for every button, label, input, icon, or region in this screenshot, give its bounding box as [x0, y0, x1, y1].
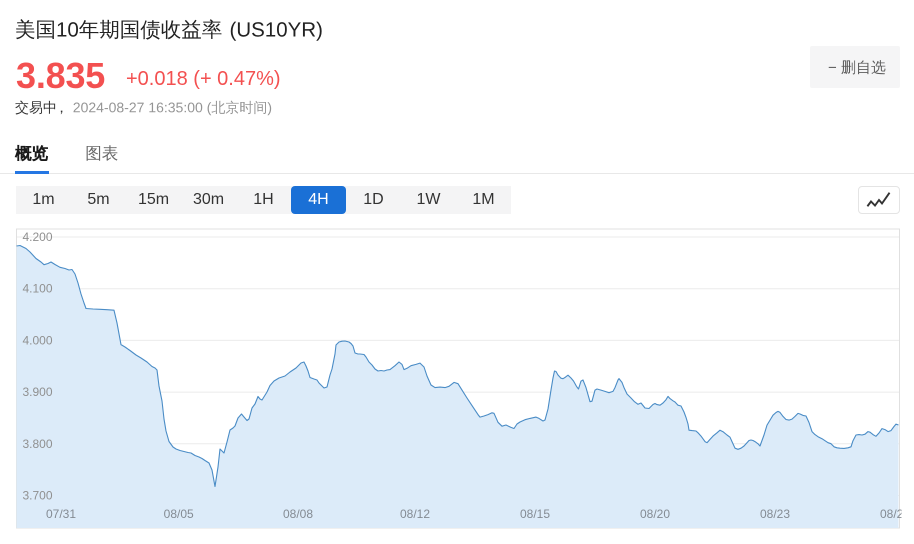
svg-text:4.000: 4.000 [23, 333, 53, 347]
svg-text:4.100: 4.100 [23, 282, 53, 296]
svg-text:08/12: 08/12 [400, 507, 430, 521]
svg-text:08/15: 08/15 [520, 507, 550, 521]
svg-text:3.900: 3.900 [23, 385, 53, 399]
svg-text:08/08: 08/08 [283, 507, 313, 521]
svg-text:08/20: 08/20 [640, 507, 670, 521]
svg-text:07/31: 07/31 [46, 507, 76, 521]
svg-text:08/05: 08/05 [164, 507, 194, 521]
svg-text:3.700: 3.700 [23, 489, 53, 503]
svg-text:3.800: 3.800 [23, 437, 53, 451]
svg-text:4.200: 4.200 [23, 230, 53, 244]
svg-text:08/23: 08/23 [760, 507, 790, 521]
